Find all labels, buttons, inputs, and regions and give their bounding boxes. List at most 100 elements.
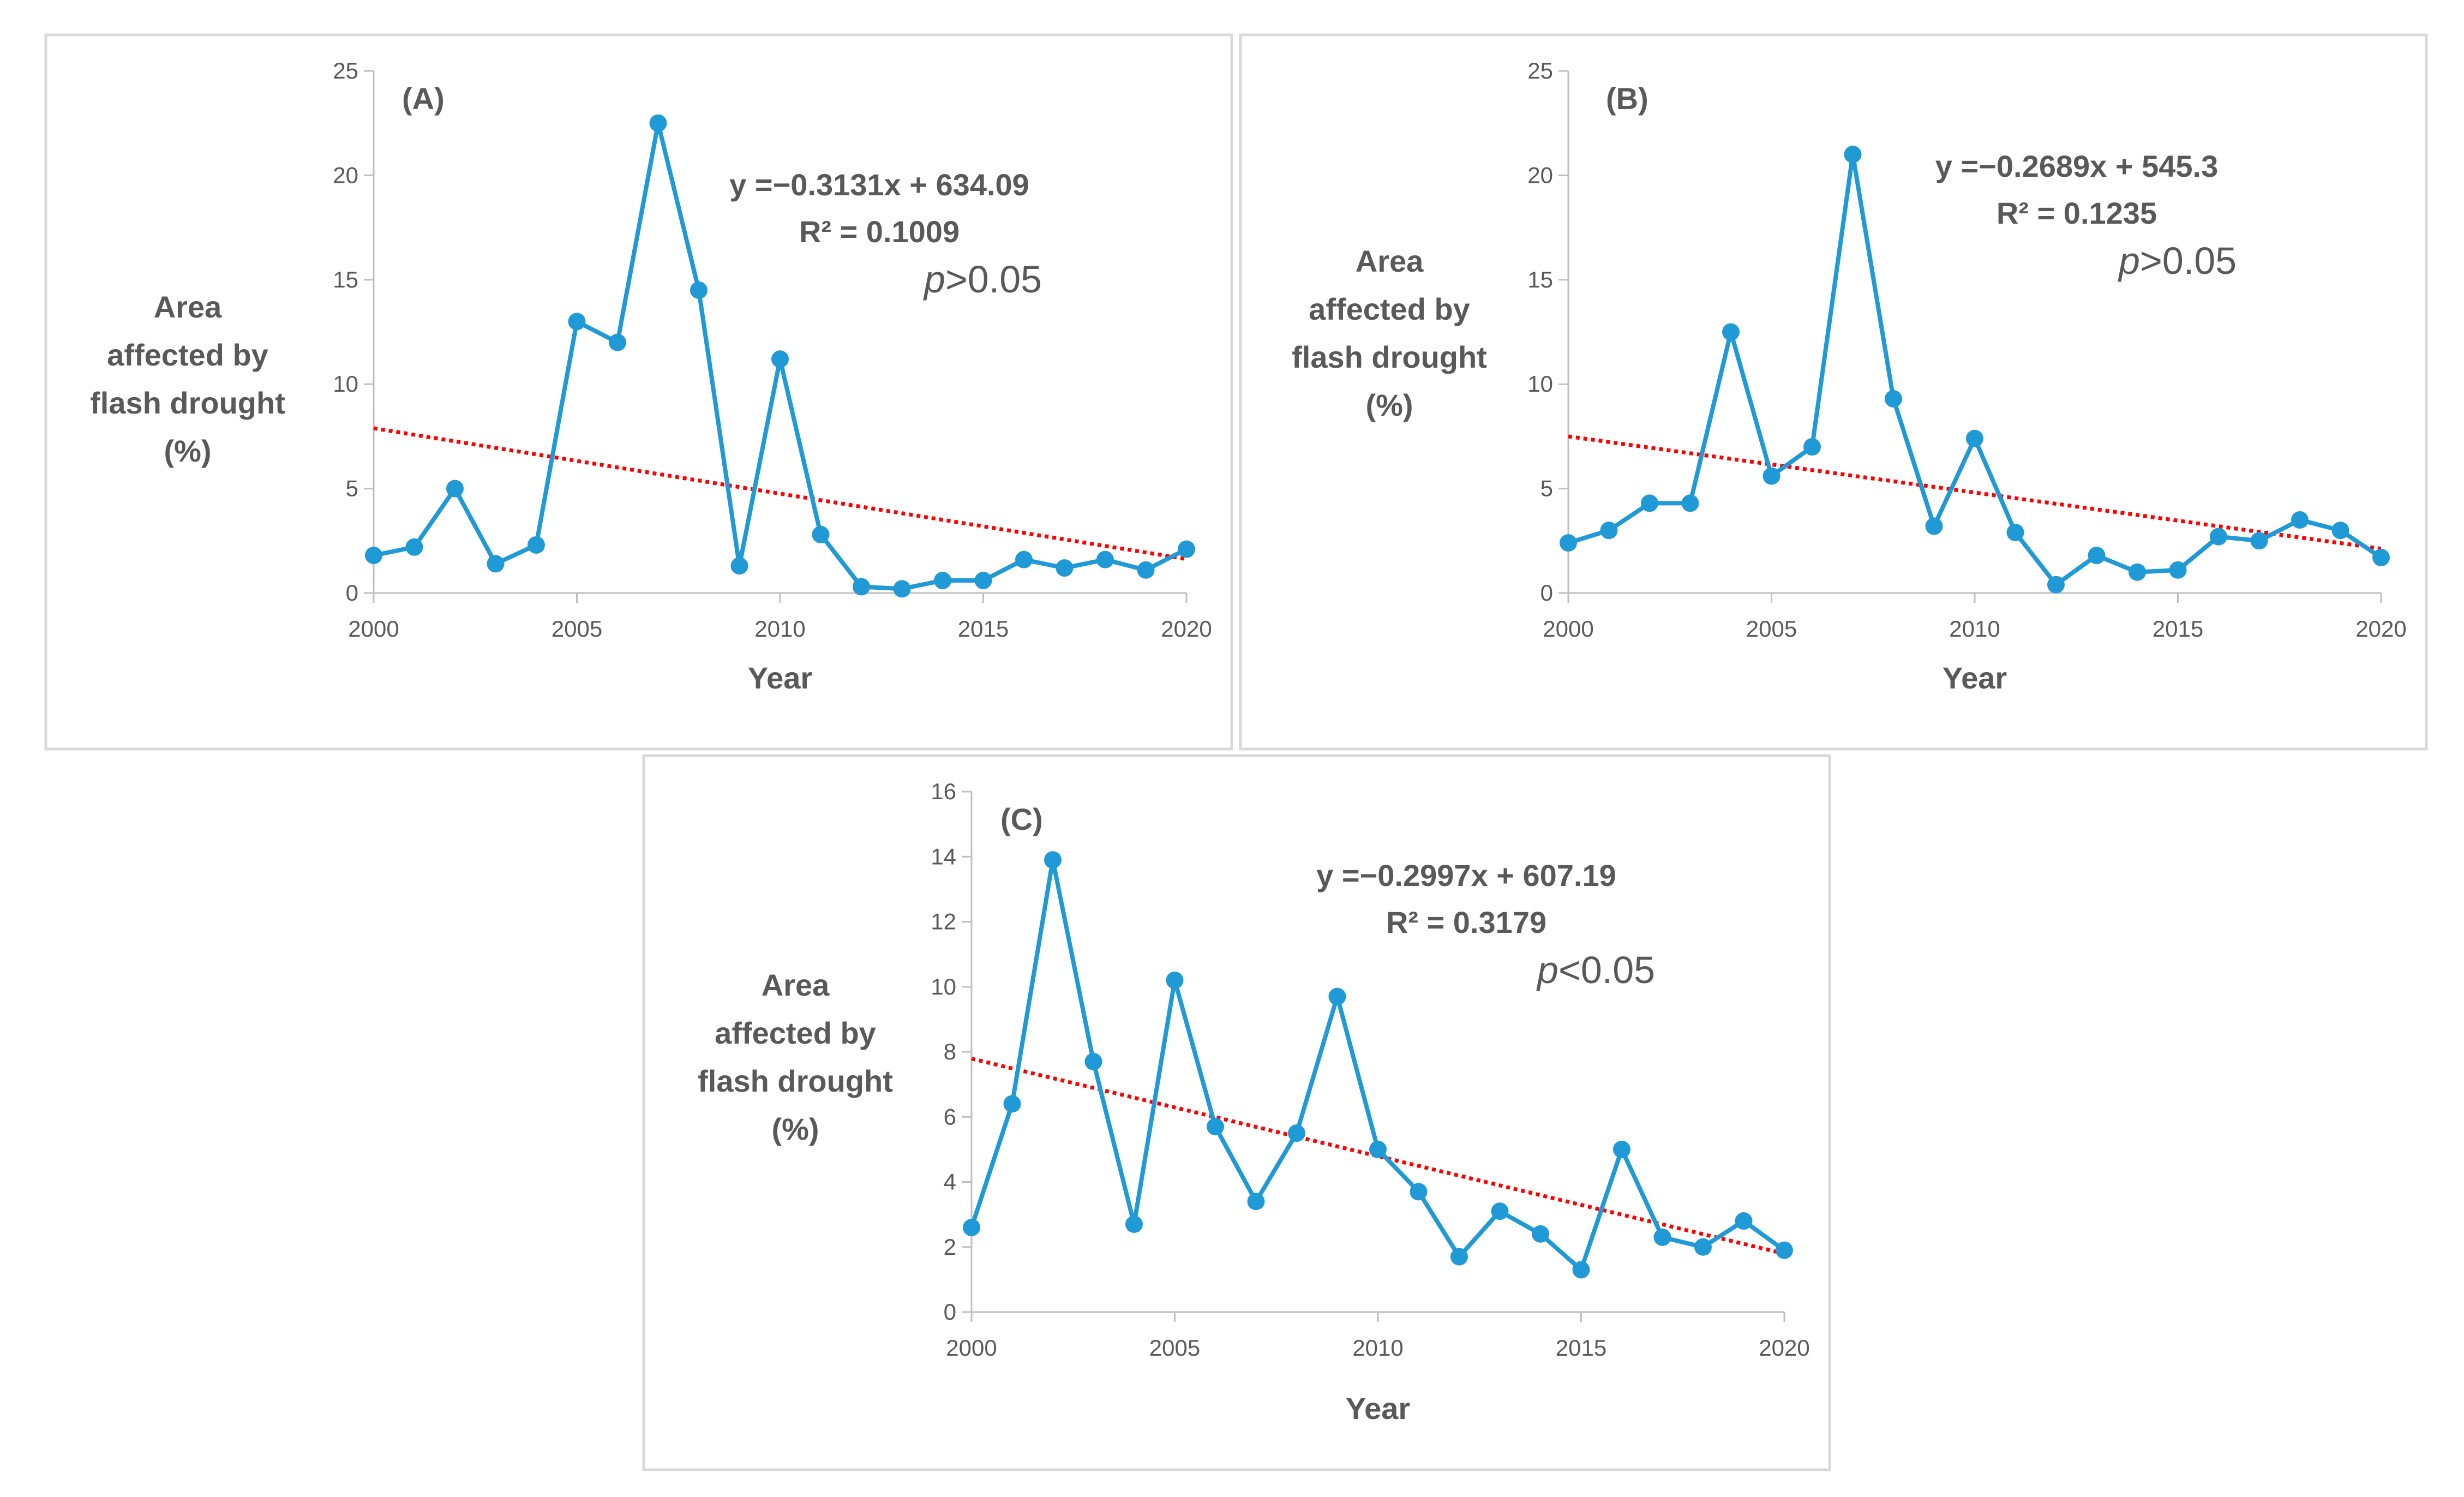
p-threshold: >0.05 <box>945 258 1042 301</box>
data-point <box>1125 1215 1143 1233</box>
x-tick-label: 2000 <box>348 616 399 642</box>
panel-border <box>44 33 1233 751</box>
y-tick-label: 4 <box>944 1169 956 1195</box>
y-axis-title-line: (%) <box>1365 388 1413 422</box>
y-axis-title-line: affected by <box>107 338 268 372</box>
chart-panel-c: 0 2 4 6 8 10 12 14 16 2000 2005 2010 2015 2020 (C) y =−… <box>642 754 1831 1471</box>
x-tick-label: 2015 <box>2153 616 2203 642</box>
data-point <box>1532 1225 1549 1243</box>
r-squared: R² = 0.1235 <box>1997 196 2157 230</box>
x-tick-label: 2020 <box>1759 1335 1809 1361</box>
y-tick-label: 0 <box>346 580 358 606</box>
y-axis-title-line: affected by <box>1309 292 1470 326</box>
trend-equation: y =−0.2997x + 607.19 <box>1316 858 1616 893</box>
data-point <box>2331 522 2349 540</box>
data-point <box>2291 511 2309 529</box>
data-point <box>1044 851 1062 869</box>
chart-panel-b: 0 5 10 15 20 25 2000 2005 2010 2015 2020 (B) y =−0.2… <box>1239 33 2428 751</box>
trend-equation: y =−0.3131x + 634.09 <box>729 167 1029 202</box>
data-point <box>1096 550 1114 568</box>
y-tick-label: 20 <box>333 162 358 188</box>
x-tick-label: 2010 <box>1949 616 2000 642</box>
data-point <box>568 313 586 331</box>
data-point <box>1966 429 1983 447</box>
data-point <box>649 114 667 132</box>
trendline <box>971 1057 1785 1256</box>
data-point <box>1613 1140 1630 1158</box>
data-point <box>730 557 748 575</box>
data-point <box>405 538 423 556</box>
y-tick-label: 15 <box>333 267 358 292</box>
data-point <box>1410 1183 1428 1201</box>
x-tick-label: 2010 <box>1352 1335 1403 1361</box>
data-point <box>690 281 708 299</box>
x-tick-label: 2000 <box>1543 616 1593 642</box>
y-axis-title-line: Area <box>762 968 830 1002</box>
data-point <box>1137 561 1155 579</box>
data-point <box>1694 1238 1712 1256</box>
data-point <box>771 350 789 368</box>
data-point <box>1015 550 1033 568</box>
data-point <box>1247 1193 1265 1211</box>
y-tick-label: 14 <box>931 843 956 869</box>
data-point <box>1572 1261 1590 1279</box>
x-tick-label: 2000 <box>946 1335 997 1361</box>
r-squared: R² = 0.3179 <box>1386 905 1546 939</box>
p-value: p<0.05 <box>1536 949 1655 991</box>
data-point <box>527 536 545 554</box>
data-point <box>1925 517 1943 535</box>
data-point <box>934 572 951 590</box>
data-point <box>963 1218 980 1236</box>
data-point <box>1641 494 1658 512</box>
data-point <box>1084 1052 1102 1070</box>
data-point <box>2088 547 2106 565</box>
data-point <box>812 525 830 543</box>
x-tick-label: 2020 <box>2355 616 2406 642</box>
x-tick-label: 2005 <box>1149 1335 1200 1361</box>
x-tick-label: 2020 <box>1161 616 1212 642</box>
panel-label: (B) <box>1606 81 1648 116</box>
y-tick-label: 20 <box>1527 162 1553 188</box>
p-value: p>0.05 <box>923 258 1042 301</box>
data-point <box>1653 1228 1671 1246</box>
y-axis-title-line: affected by <box>715 1016 876 1050</box>
data-point <box>446 480 464 498</box>
data-point <box>1056 559 1074 577</box>
y-axis-title-line: flash drought <box>90 386 285 420</box>
p-value: p>0.05 <box>2118 239 2237 282</box>
data-point <box>1003 1095 1021 1113</box>
y-axis-title-line: (%) <box>771 1112 819 1146</box>
p-symbol: p <box>2118 239 2140 282</box>
y-tick-label: 0 <box>1540 580 1553 606</box>
y-axis-title-line: (%) <box>164 434 211 468</box>
data-point <box>1803 438 1821 456</box>
r-squared: R² = 0.1009 <box>799 214 960 249</box>
data-point <box>1450 1248 1468 1266</box>
panel-label: (A) <box>402 81 445 116</box>
y-tick-label: 10 <box>333 371 358 397</box>
y-tick-label: 0 <box>944 1299 956 1325</box>
y-axis-title-line: flash drought <box>698 1064 893 1098</box>
y-axis-title-line: Area <box>1356 244 1424 278</box>
data-point <box>487 555 505 573</box>
x-axis-title: Year <box>1943 661 2007 695</box>
x-tick-label: 2015 <box>1556 1335 1606 1361</box>
panel-label: (C) <box>1000 802 1043 836</box>
data-point <box>853 578 870 596</box>
data-point <box>609 333 626 351</box>
x-tick-label: 2015 <box>958 616 1009 642</box>
data-point <box>893 580 911 598</box>
y-tick-label: 5 <box>346 476 358 501</box>
data-point <box>1328 987 1346 1005</box>
y-axis-title-line: Area <box>154 290 222 324</box>
data-point <box>2129 563 2146 581</box>
panel-border <box>642 754 1831 1471</box>
x-tick-label: 2005 <box>1746 616 1797 642</box>
trend-equation: y =−0.2689x + 545.3 <box>1935 149 2219 183</box>
y-tick-label: 6 <box>944 1104 956 1129</box>
x-axis-title: Year <box>1346 1391 1410 1426</box>
y-tick-label: 8 <box>944 1039 956 1064</box>
data-point <box>1844 146 1862 164</box>
data-point <box>1722 323 1740 341</box>
p-threshold: >0.05 <box>2140 239 2237 282</box>
